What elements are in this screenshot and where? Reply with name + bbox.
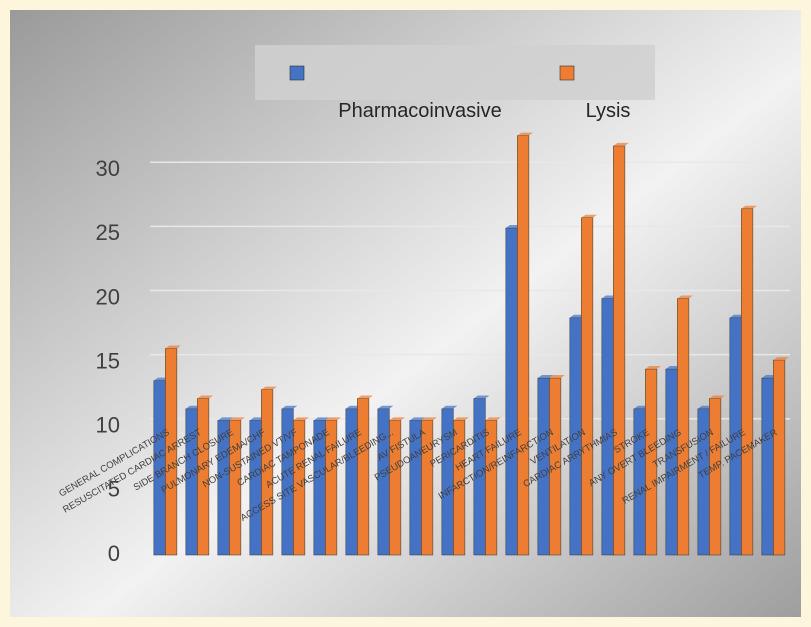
- bar-top: [677, 295, 693, 299]
- bar-top: [645, 366, 661, 370]
- bar-top: [377, 405, 394, 409]
- bar: [581, 217, 594, 556]
- y-tick-label: 10: [96, 413, 120, 438]
- y-tick-label: 15: [96, 348, 120, 373]
- bar-top: [313, 417, 330, 421]
- bar-top: [281, 405, 298, 409]
- bar-top: [741, 205, 757, 209]
- bar-top: [453, 417, 469, 421]
- bar: [517, 135, 530, 556]
- bar-top: [357, 395, 373, 399]
- bar-top: [217, 417, 234, 421]
- y-tick-label: 30: [96, 156, 120, 181]
- bar-top: [293, 417, 309, 421]
- bar: [741, 208, 754, 556]
- bar: [613, 145, 626, 556]
- y-tick-label: 20: [96, 284, 120, 309]
- bar: [677, 298, 690, 556]
- bar-top: [537, 375, 554, 379]
- bar: [761, 377, 774, 556]
- legend-swatch: [289, 65, 305, 81]
- bar-top: [709, 395, 725, 399]
- bar-top: [485, 417, 501, 421]
- bar-top: [473, 395, 490, 399]
- bar-top: [197, 395, 213, 399]
- bar-top: [165, 345, 181, 349]
- bar-top: [517, 132, 533, 136]
- bar: [505, 227, 518, 556]
- bar-top: [613, 142, 629, 146]
- y-tick-label: 25: [96, 220, 120, 245]
- bar: [601, 298, 614, 556]
- legend-label: Lysis: [586, 100, 631, 122]
- bar-top: [229, 417, 245, 421]
- legend-label: Pharmacoinvasive: [338, 100, 501, 122]
- bar-top: [441, 405, 458, 409]
- bar-top: [773, 357, 789, 361]
- bar: [357, 398, 370, 556]
- bar-top: [549, 375, 565, 379]
- legend-box: [255, 45, 655, 100]
- bar-top: [421, 417, 437, 421]
- legend-swatch: [559, 65, 575, 81]
- bar-top: [581, 214, 597, 218]
- bar-top: [409, 417, 426, 421]
- bar: [773, 359, 786, 556]
- bar-top: [325, 417, 341, 421]
- y-tick-label: 5: [108, 477, 120, 502]
- bar-top: [261, 386, 277, 390]
- bar-top: [389, 417, 405, 421]
- y-tick-label: 0: [108, 541, 120, 566]
- bar: [709, 398, 722, 556]
